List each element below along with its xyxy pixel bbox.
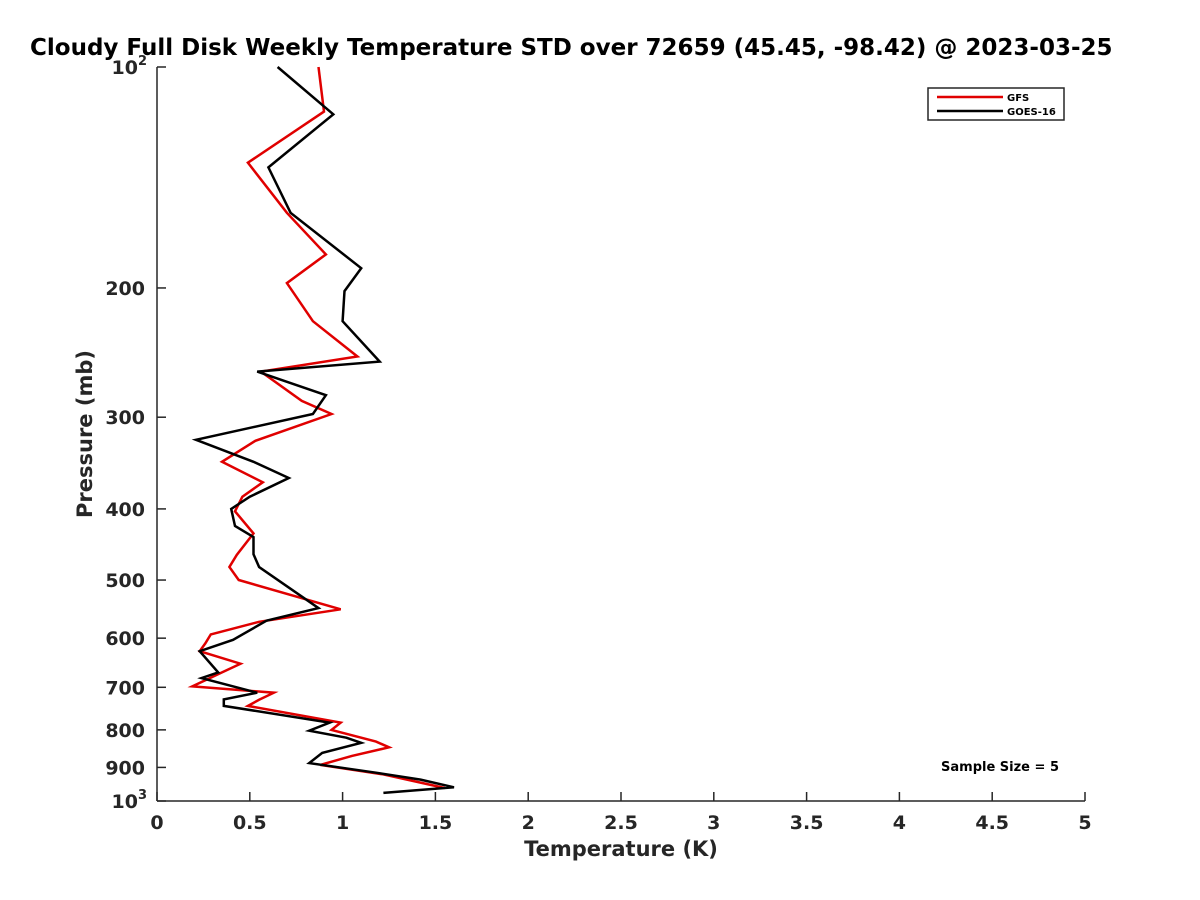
x-tick-label: 3 [707,812,720,834]
x-tick-label: 4.5 [975,812,1009,834]
legend-label-gfs: GFS [1007,93,1029,104]
y-tick-label: 600 [105,628,145,650]
y-axis: 102 200 300 400 500 600 700 800 900 103 Pressure … [73,54,166,813]
chart-title: Cloudy Full Disk Weekly Temperature STD … [30,35,1113,61]
y-tick-label: 700 [105,677,145,699]
series-line-goes16 [191,66,455,795]
x-axis-title: Temperature (K) [524,837,718,861]
x-tick-label: 4 [893,812,906,834]
x-tick-label: 0 [150,812,163,834]
x-tick-label: 2 [522,812,535,834]
y-axis-title: Pressure (mb) [73,350,97,518]
plot-area [157,67,1085,801]
x-axis: 0 0.5 1 1.5 2 2.5 3 3.5 4 4.5 5 Temperature (K) [150,792,1092,861]
legend: GFS GOES-16 [927,87,1065,121]
x-tick-label: 5 [1078,812,1091,834]
legend-label-goes16: GOES-16 [1007,107,1056,118]
y-tick-label: 800 [105,720,145,742]
y-tick-label: 900 [105,757,145,779]
y-tick-label: 103 [112,788,148,813]
y-tick-label: 300 [105,407,145,429]
x-tick-label: 1.5 [419,812,453,834]
x-tick-label: 3.5 [790,812,824,834]
sample-size-annotation: Sample Size = 5 [941,760,1059,775]
x-tick-label: 0.5 [233,812,267,834]
x-tick-label: 2.5 [604,812,638,834]
y-tick-label: 200 [105,278,145,300]
y-tick-label: 102 [112,54,148,79]
y-ticks: 102 200 300 400 500 600 700 800 900 103 [105,54,166,813]
x-tick-label: 1 [336,812,349,834]
legend-box [927,87,1065,121]
series-line-gfs [187,66,445,790]
x-ticks: 0 0.5 1 1.5 2 2.5 3 3.5 4 4.5 5 [150,792,1092,834]
series-layer [187,66,455,795]
y-tick-label: 500 [105,570,145,592]
y-tick-label: 400 [105,499,145,521]
